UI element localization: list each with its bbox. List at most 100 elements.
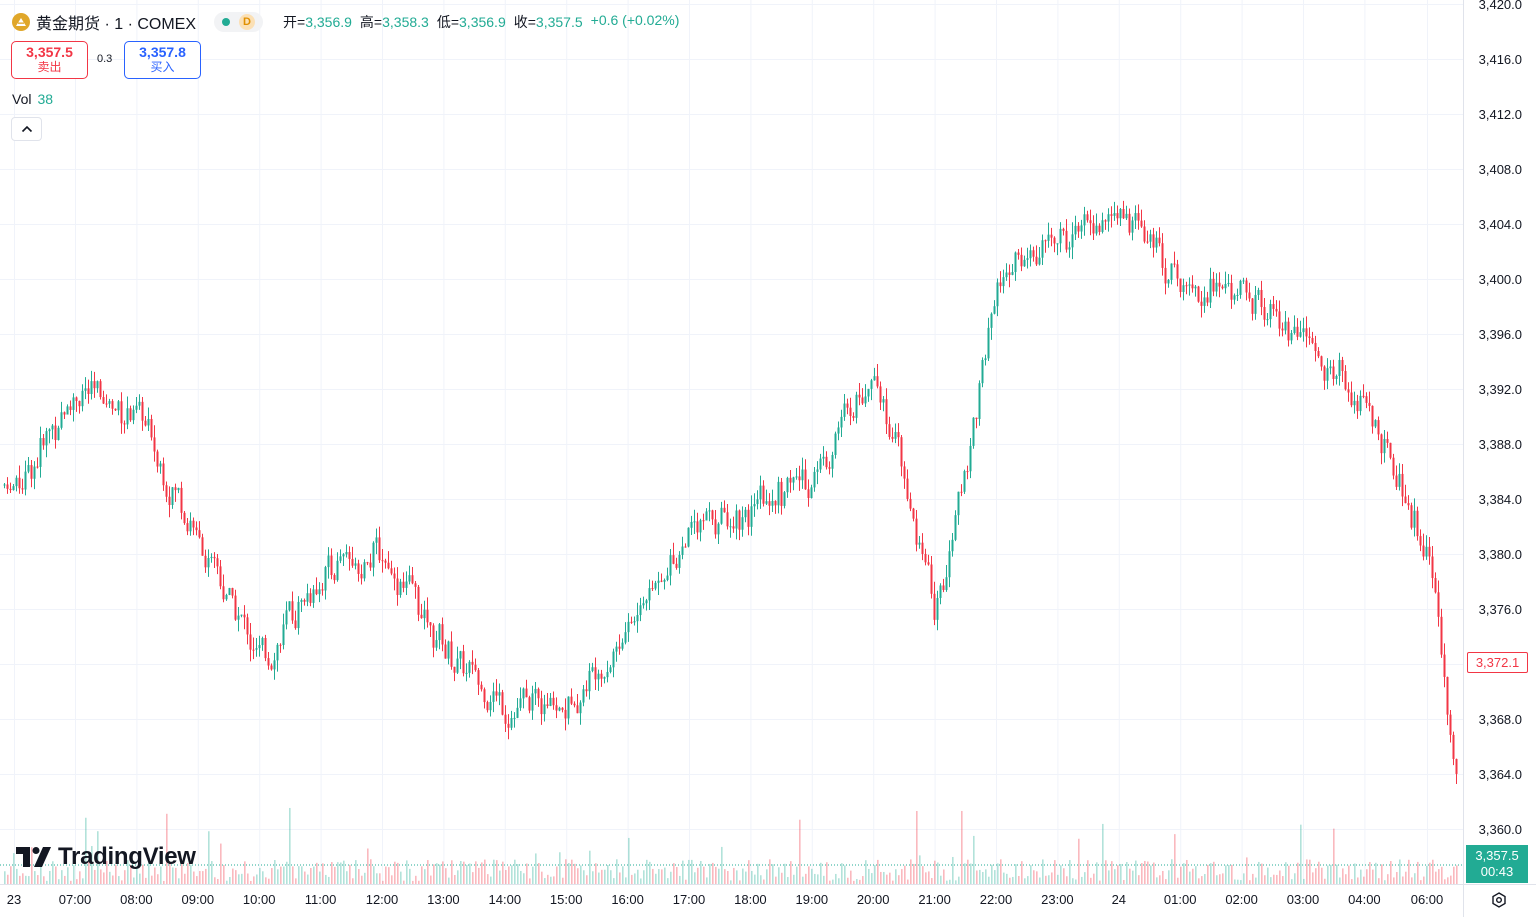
candle-body <box>1173 263 1176 265</box>
symbol-title[interactable]: 黄金期货 · 1 · COMEX <box>36 16 197 33</box>
volume-bar <box>367 848 369 884</box>
candle-body <box>1422 545 1425 557</box>
candle-body <box>450 641 453 667</box>
volume-bar <box>799 819 801 884</box>
collapse-indicators-button[interactable] <box>11 117 42 141</box>
candle-body <box>1314 342 1317 352</box>
candle-body <box>144 420 147 426</box>
candle-body <box>1134 213 1137 221</box>
volume-legend[interactable]: Vol 38 <box>12 91 53 107</box>
volume-bar <box>1120 863 1122 884</box>
volume-bar <box>1084 872 1086 884</box>
volume-bar <box>1045 875 1047 884</box>
volume-bar <box>937 862 939 884</box>
volume-bar <box>583 870 585 884</box>
volume-bar <box>511 865 513 884</box>
volume-bar <box>1306 859 1308 884</box>
candle-body <box>420 614 423 619</box>
candle-body <box>429 622 432 626</box>
volume-bar <box>280 866 282 884</box>
volume-bar <box>589 850 591 884</box>
tradingview-logo[interactable]: TradingView <box>16 842 196 872</box>
candle-body <box>1077 225 1080 232</box>
candle-body <box>807 489 810 499</box>
volume-bar <box>229 876 231 884</box>
candle-body <box>612 651 615 668</box>
candle-body <box>1164 267 1167 284</box>
candle-body <box>459 651 462 659</box>
gold-symbol-icon[interactable] <box>12 13 30 31</box>
candle-body <box>705 511 708 521</box>
candle-body <box>789 477 792 483</box>
candle-body <box>1194 286 1197 289</box>
candle-body <box>1368 402 1371 406</box>
chart-grid <box>0 0 1463 884</box>
candle-body <box>621 642 624 649</box>
volume-bar <box>997 863 999 884</box>
candle-body <box>1323 366 1326 381</box>
candle-body <box>1236 294 1239 296</box>
buy-button[interactable]: 3,357.8 买入 <box>124 41 201 79</box>
volume-bar <box>346 871 348 884</box>
candle-body <box>453 666 456 673</box>
candle-body <box>27 465 30 472</box>
chart-settings-button[interactable] <box>1486 888 1512 912</box>
candle-body <box>1074 225 1077 235</box>
candle-body <box>864 396 867 404</box>
candle-body <box>1026 258 1029 260</box>
candle-body <box>312 589 315 603</box>
volume-bar <box>553 876 555 884</box>
volume-bar <box>994 870 996 884</box>
volume-bar <box>448 877 450 884</box>
candle-body <box>393 573 396 579</box>
volume-bar <box>1147 861 1149 884</box>
volume-bar <box>25 875 27 884</box>
volume-bar <box>1165 879 1167 884</box>
candle-body <box>1212 278 1215 292</box>
candle-body <box>783 492 786 506</box>
candle-body <box>510 718 513 728</box>
volume-bar <box>1006 873 1008 884</box>
candle-body <box>381 560 384 562</box>
volume-bar <box>769 859 771 884</box>
volume-bar <box>1273 874 1275 884</box>
candle-body <box>1251 298 1254 314</box>
candle-body <box>90 381 93 394</box>
volume-bar <box>751 870 753 884</box>
volume-bar <box>1066 876 1068 884</box>
candle-body <box>1332 366 1335 379</box>
volume-bar <box>775 876 777 884</box>
candle-body <box>1272 304 1275 309</box>
candle-body <box>390 568 393 574</box>
volume-bar <box>310 867 312 884</box>
volume-bar <box>1246 857 1248 884</box>
tradingview-logo-text: TradingView <box>58 843 196 870</box>
candle-body <box>1434 578 1437 593</box>
candle-body <box>891 436 894 439</box>
volume-bar <box>946 880 948 884</box>
volume-bar <box>106 861 108 884</box>
candle-body <box>264 637 267 659</box>
candle-body <box>1305 328 1308 337</box>
candle-body <box>165 485 168 497</box>
candle-body <box>6 484 9 489</box>
volume-bar <box>40 864 42 884</box>
candle-body <box>1200 301 1203 306</box>
candle-body <box>1053 237 1056 244</box>
time-tick-label: 22:00 <box>980 892 1013 907</box>
volume-bar <box>1324 878 1326 884</box>
volume-bar <box>538 863 540 884</box>
volume-bar <box>841 863 843 884</box>
market-status-pill[interactable]: D <box>214 12 264 32</box>
volume-bar <box>1123 879 1125 884</box>
volume-bar <box>1087 860 1089 884</box>
interval-badge: D <box>239 14 256 30</box>
candle-body <box>768 501 771 506</box>
candle-body <box>261 637 264 646</box>
volume-bar <box>754 874 756 884</box>
candle-body <box>744 509 747 518</box>
volume-bar <box>1303 878 1305 884</box>
sell-button[interactable]: 3,357.5 卖出 <box>11 41 88 79</box>
